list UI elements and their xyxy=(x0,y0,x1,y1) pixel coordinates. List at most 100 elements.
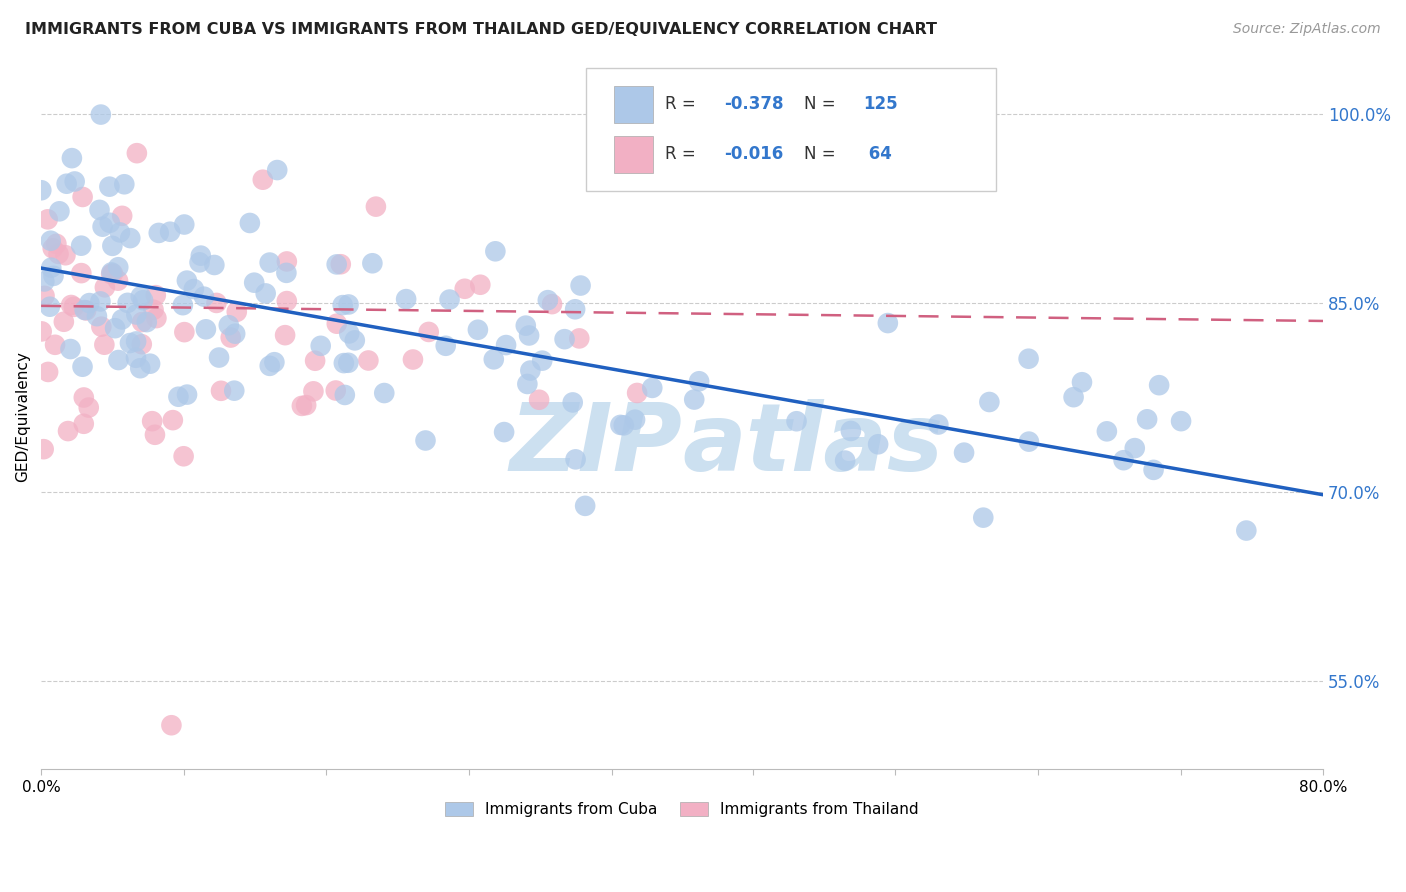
Point xyxy=(337,356,360,370)
Point xyxy=(309,339,332,353)
Point xyxy=(329,257,352,271)
Point xyxy=(42,268,65,283)
Point xyxy=(79,296,101,310)
Point xyxy=(39,234,62,248)
Point xyxy=(107,353,129,368)
Point xyxy=(101,267,124,281)
Point xyxy=(160,718,183,732)
Point xyxy=(89,294,111,309)
FancyBboxPatch shape xyxy=(614,86,652,122)
Point xyxy=(38,300,60,314)
Point xyxy=(624,413,647,427)
Point xyxy=(373,386,395,401)
Point xyxy=(176,274,198,288)
Point xyxy=(1136,412,1159,426)
Point xyxy=(52,315,75,329)
Point xyxy=(194,322,217,336)
Point xyxy=(60,298,83,312)
Point xyxy=(131,315,153,329)
Point xyxy=(167,390,190,404)
Point xyxy=(30,183,52,197)
Point xyxy=(86,309,108,323)
Point xyxy=(135,315,157,329)
Point xyxy=(90,319,112,334)
Point xyxy=(1112,453,1135,467)
Y-axis label: GED/Equivalency: GED/Equivalency xyxy=(15,351,30,482)
Point xyxy=(70,266,93,280)
Point xyxy=(208,351,231,365)
Point xyxy=(91,219,114,234)
Point xyxy=(564,302,586,317)
Point xyxy=(93,337,115,351)
Point xyxy=(94,280,117,294)
Point xyxy=(48,204,70,219)
Point xyxy=(332,298,354,312)
Point xyxy=(111,209,134,223)
Point xyxy=(63,174,86,188)
Point xyxy=(98,179,121,194)
Point xyxy=(125,351,148,365)
Point xyxy=(1018,434,1040,449)
Point xyxy=(274,328,297,343)
Point xyxy=(125,334,148,349)
Point xyxy=(641,381,664,395)
Point xyxy=(415,434,437,448)
Point xyxy=(125,146,148,161)
Point xyxy=(564,452,586,467)
Point xyxy=(683,392,706,407)
Point xyxy=(173,450,195,464)
Point xyxy=(343,334,366,348)
Point xyxy=(333,356,356,370)
Point xyxy=(876,316,898,330)
Point xyxy=(537,293,560,307)
Point xyxy=(439,293,461,307)
Point xyxy=(484,244,506,259)
Point xyxy=(139,357,162,371)
Point xyxy=(75,303,97,318)
FancyBboxPatch shape xyxy=(614,136,652,173)
Point xyxy=(148,226,170,240)
Point xyxy=(688,374,710,388)
Point xyxy=(259,359,281,373)
Point xyxy=(73,303,96,318)
Point xyxy=(516,376,538,391)
Point xyxy=(117,296,139,310)
Point xyxy=(132,293,155,308)
Point xyxy=(1123,441,1146,455)
Point xyxy=(104,321,127,335)
Point xyxy=(55,177,77,191)
Point xyxy=(143,427,166,442)
Point xyxy=(834,453,856,467)
Point xyxy=(176,387,198,401)
Point xyxy=(337,297,360,311)
Point xyxy=(205,296,228,310)
Point xyxy=(90,107,112,121)
Point xyxy=(517,328,540,343)
Point xyxy=(527,392,550,407)
Point xyxy=(100,267,122,281)
Point xyxy=(434,339,457,353)
Point xyxy=(60,151,83,165)
Point xyxy=(108,226,131,240)
Point xyxy=(531,353,554,368)
Text: N =: N = xyxy=(804,95,841,113)
Point xyxy=(224,384,246,398)
Point xyxy=(188,255,211,269)
Point xyxy=(252,172,274,186)
Text: ZIP: ZIP xyxy=(509,399,682,491)
Point xyxy=(34,289,56,303)
Point xyxy=(470,277,492,292)
Point xyxy=(613,418,636,433)
Point xyxy=(243,276,266,290)
Point xyxy=(515,318,537,333)
Point xyxy=(89,202,111,217)
Point xyxy=(609,417,631,432)
Point xyxy=(73,391,96,405)
Point xyxy=(786,414,808,428)
Point xyxy=(325,384,347,398)
Point xyxy=(259,255,281,269)
Point xyxy=(145,288,167,302)
Point xyxy=(326,317,349,331)
Point xyxy=(364,200,387,214)
Point xyxy=(868,437,890,451)
